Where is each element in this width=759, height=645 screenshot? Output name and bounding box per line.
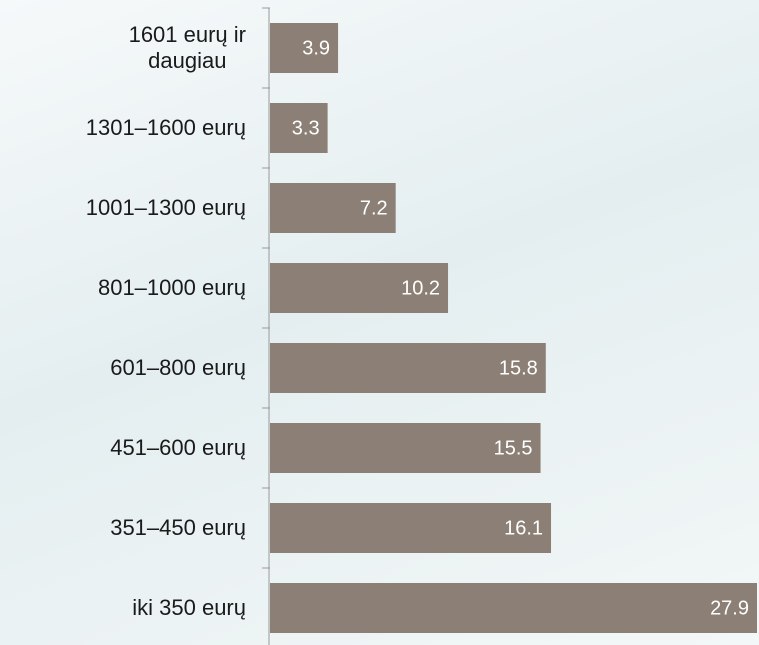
value-label: 7.2 bbox=[360, 197, 388, 219]
bar bbox=[270, 183, 396, 233]
value-label: 16.1 bbox=[504, 517, 543, 539]
bar bbox=[270, 503, 552, 553]
category-label: 801–1000 eurų bbox=[97, 275, 246, 300]
value-label: 3.3 bbox=[292, 117, 320, 139]
category-label: 601–800 eurų bbox=[110, 355, 246, 380]
category-label: 1601 eurų ir daugiau bbox=[128, 22, 246, 73]
bar bbox=[270, 23, 339, 73]
value-label: 10.2 bbox=[401, 277, 440, 299]
value-label: 3.9 bbox=[302, 37, 330, 59]
value-label: 15.8 bbox=[499, 357, 538, 379]
bar bbox=[270, 343, 546, 393]
category-label: 1301–1600 eurų bbox=[85, 115, 246, 140]
category-label: 351–450 eurų bbox=[110, 515, 246, 540]
category-label: 451–600 eurų bbox=[110, 435, 246, 460]
bar bbox=[270, 103, 328, 153]
value-label: 27.9 bbox=[710, 597, 749, 619]
category-label: 1001–1300 eurų bbox=[85, 195, 246, 220]
bar bbox=[270, 263, 449, 313]
category-label: iki 350 eurų bbox=[132, 595, 246, 620]
bar bbox=[270, 423, 541, 473]
value-label: 15.5 bbox=[494, 437, 533, 459]
bar bbox=[270, 583, 757, 633]
